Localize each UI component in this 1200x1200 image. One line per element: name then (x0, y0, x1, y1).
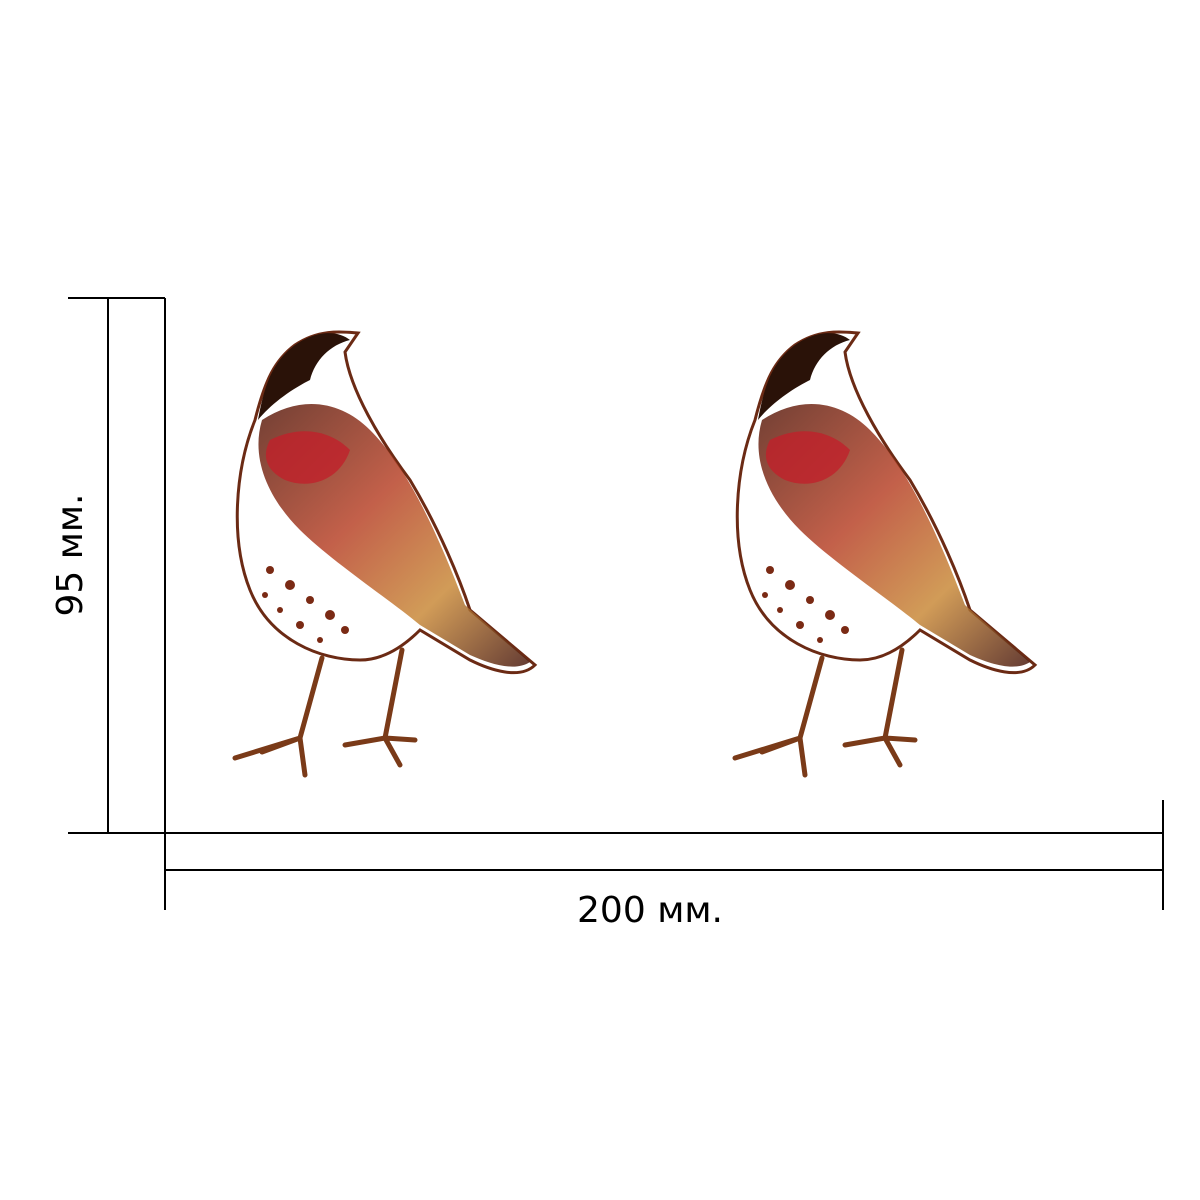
bird-image (735, 332, 1035, 775)
height-dimension: 95 мм. (50, 297, 166, 834)
width-label: 200 мм. (577, 890, 723, 931)
bird-image (235, 332, 535, 775)
width-dimension: 200 мм. (164, 800, 1164, 931)
height-label: 95 мм. (50, 493, 91, 616)
